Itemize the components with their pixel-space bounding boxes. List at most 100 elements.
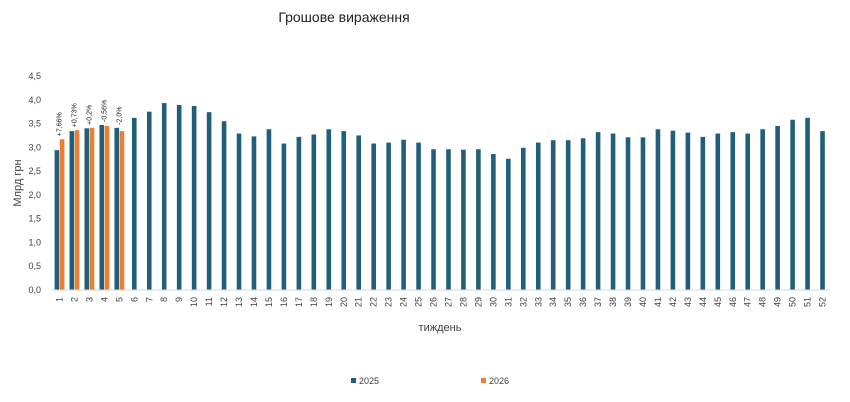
bar-2025	[266, 129, 272, 290]
chart-title: Грошове вираження	[278, 9, 409, 25]
bar-2025	[114, 127, 120, 290]
x-tick-label: 35	[563, 297, 573, 307]
x-tick-label: 51	[803, 297, 813, 307]
bar-2025	[625, 137, 631, 290]
legend-label-2025: 2025	[359, 376, 379, 386]
bar-2025	[520, 147, 526, 290]
x-tick-label: 3	[84, 297, 94, 302]
x-tick-label: 28	[458, 297, 468, 307]
bar-2025	[535, 142, 541, 290]
bar-2025	[161, 103, 167, 290]
x-tick-label: 1	[54, 297, 64, 302]
bar-2025	[715, 133, 721, 290]
bar-2025	[99, 124, 105, 290]
bar-2025	[191, 105, 197, 291]
bar-2025	[745, 133, 751, 290]
data-label: -0,56%	[101, 100, 108, 122]
bar-2025	[640, 137, 646, 290]
x-tick-label: 33	[533, 297, 543, 307]
x-tick-label: 4	[99, 297, 109, 302]
bar-2025	[506, 158, 511, 290]
bar-2025	[595, 132, 601, 290]
x-tick-label: 49	[773, 297, 783, 307]
x-tick-label: 47	[743, 297, 753, 307]
bar-2025	[311, 134, 317, 290]
x-axis-title: тиждень	[419, 322, 462, 334]
data-label: -2,0%	[116, 107, 123, 125]
x-tick-label: 10	[189, 297, 199, 307]
bar-2025	[206, 112, 212, 290]
x-tick-label: 5	[114, 297, 124, 302]
x-tick-label: 15	[264, 297, 274, 307]
y-axis-title: Млрд грн	[12, 159, 24, 206]
x-tick-label: 2	[69, 297, 79, 302]
legend-swatch-2025	[351, 378, 356, 383]
bar-2025	[176, 105, 182, 290]
x-tick-label: 8	[159, 297, 169, 302]
bar-2025	[371, 143, 376, 290]
y-tick-label: 3,0	[28, 142, 41, 152]
bar-2026	[104, 125, 110, 291]
x-tick-label: 40	[638, 297, 648, 307]
x-tick-label: 26	[429, 297, 439, 307]
y-tick-label: 1,5	[28, 214, 41, 224]
bar-2025	[251, 136, 257, 290]
x-tick-label: 46	[728, 297, 738, 307]
legend-swatch-2026	[481, 378, 486, 383]
bar-2025	[655, 129, 661, 290]
x-tick-label: 36	[578, 297, 588, 307]
x-tick-label: 18	[309, 297, 319, 307]
x-tick-label: 14	[249, 297, 259, 307]
bars	[54, 103, 825, 291]
y-tick-label: 3,5	[28, 119, 41, 129]
y-tick-label: 2,5	[28, 166, 41, 176]
y-axis-ticks: 0,0 0,5 1,0 1,5 2,0 2,5 3,0 3,5 4,0 4,5	[28, 71, 41, 295]
bar-2025	[401, 139, 406, 290]
bar-2025	[820, 131, 825, 290]
bar-2025	[84, 128, 90, 290]
bar-2025	[775, 125, 780, 291]
x-tick-label: 12	[219, 297, 229, 307]
bar-2025	[416, 142, 421, 290]
y-tick-label: 1,0	[28, 237, 41, 247]
bar-2025	[610, 133, 616, 290]
bar-2025	[550, 140, 556, 290]
bar-2025	[730, 132, 736, 290]
bar-2025	[146, 111, 152, 290]
x-tick-label: 39	[623, 297, 633, 307]
bar-2025	[565, 140, 571, 290]
bar-2025	[805, 117, 810, 290]
bar-2025	[386, 142, 391, 290]
y-tick-label: 0,0	[28, 285, 41, 295]
x-axis-ticks: 1 2 3 4 5 6 7 8 9 10 11 12 13 14 15 16 17 18 19 20 21 22 23 24 2…	[54, 297, 827, 307]
x-tick-label: 21	[354, 297, 364, 307]
bar-2026	[89, 127, 95, 290]
y-tick-label: 4,0	[28, 95, 41, 105]
x-tick-label: 9	[174, 297, 184, 302]
x-tick-label: 25	[414, 297, 424, 307]
bar-2025	[461, 149, 466, 290]
data-label: +0,73%	[71, 103, 78, 127]
data-label: +7,66%	[56, 112, 63, 136]
x-tick-label: 32	[518, 297, 528, 307]
bar-2025	[700, 136, 706, 290]
x-tick-label: 41	[653, 297, 663, 307]
bar-2025	[131, 117, 137, 290]
bar-2026	[74, 130, 80, 290]
bar-2025	[236, 133, 242, 290]
bar-2025	[670, 130, 676, 290]
bar-2025	[326, 129, 332, 290]
x-tick-label: 43	[683, 297, 693, 307]
legend: 2025 2026	[351, 376, 509, 386]
bar-2025	[491, 153, 496, 290]
x-tick-label: 13	[234, 297, 244, 307]
bar-2025	[69, 131, 75, 290]
x-tick-label: 23	[384, 297, 394, 307]
annotations: +7,66% +0,73% +0,2% -0,56% -2,0%	[56, 100, 123, 136]
bar-2025	[580, 138, 586, 290]
bar-2025	[296, 136, 302, 290]
x-tick-label: 29	[473, 297, 483, 307]
bar-2025	[760, 129, 765, 290]
x-tick-label: 31	[503, 297, 513, 307]
bar-2025	[341, 131, 347, 290]
